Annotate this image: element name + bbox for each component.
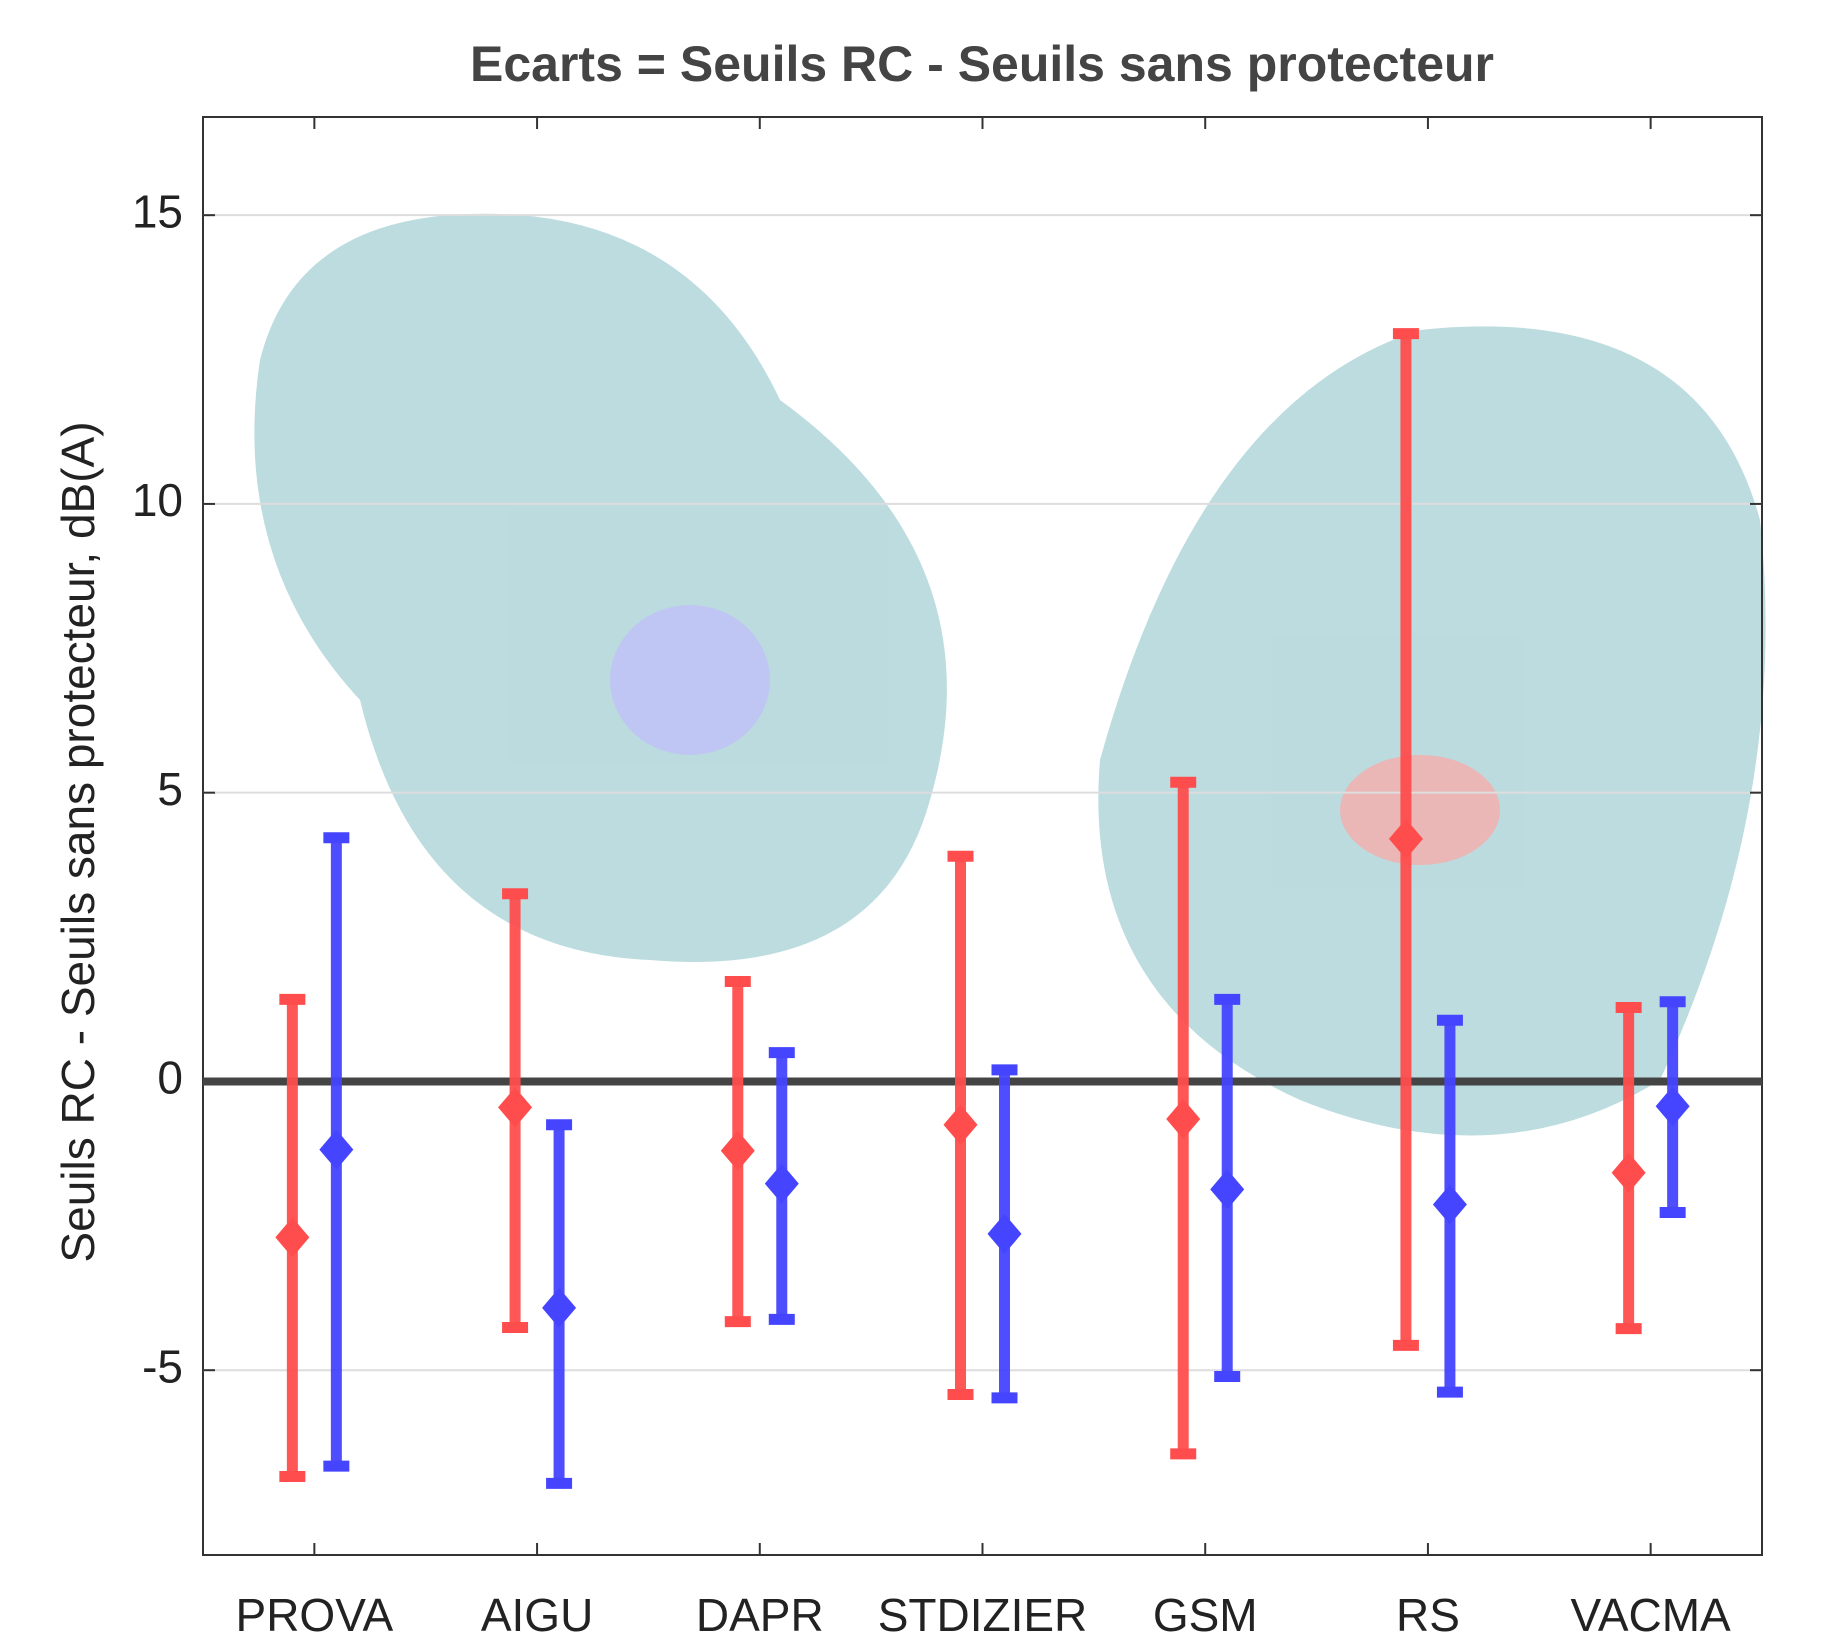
- y-tick-label: 10: [132, 474, 183, 526]
- y-tick-label: 5: [157, 763, 183, 815]
- x-tick-label: STDIZIER: [878, 1589, 1088, 1641]
- mean-marker: [1612, 1153, 1646, 1193]
- x-tick-label: PROVA: [236, 1589, 394, 1641]
- x-tick-label: VACMA: [1571, 1589, 1731, 1641]
- mean-marker: [498, 1087, 532, 1127]
- y-tick-label: 0: [157, 1052, 183, 1104]
- mean-marker: [1166, 1099, 1200, 1139]
- y-axis-label: Seuils RC - Seuils sans protecteur, dB(A…: [52, 421, 104, 1262]
- x-tick-label: GSM: [1153, 1589, 1258, 1641]
- mean-marker: [988, 1214, 1022, 1254]
- chart-title: Ecarts = Seuils RC - Seuils sans protect…: [470, 36, 1494, 92]
- mean-marker: [944, 1105, 978, 1145]
- y-tick-label: -5: [142, 1340, 183, 1392]
- mean-marker: [765, 1164, 799, 1204]
- mean-marker: [275, 1217, 309, 1257]
- y-tick-label: 15: [132, 185, 183, 237]
- mean-marker: [1433, 1184, 1467, 1224]
- chart: Ecarts = Seuils RC - Seuils sans protect…: [0, 0, 1833, 1645]
- x-tick-label: AIGU: [481, 1589, 593, 1641]
- mean-marker: [319, 1130, 353, 1170]
- x-tick-label: DAPR: [696, 1589, 824, 1641]
- x-tick-label: RS: [1396, 1589, 1460, 1641]
- mean-marker: [542, 1288, 576, 1328]
- mean-marker: [1656, 1086, 1690, 1126]
- mean-marker: [721, 1131, 755, 1171]
- background-image: [254, 214, 1765, 1136]
- mean-marker: [1210, 1169, 1244, 1209]
